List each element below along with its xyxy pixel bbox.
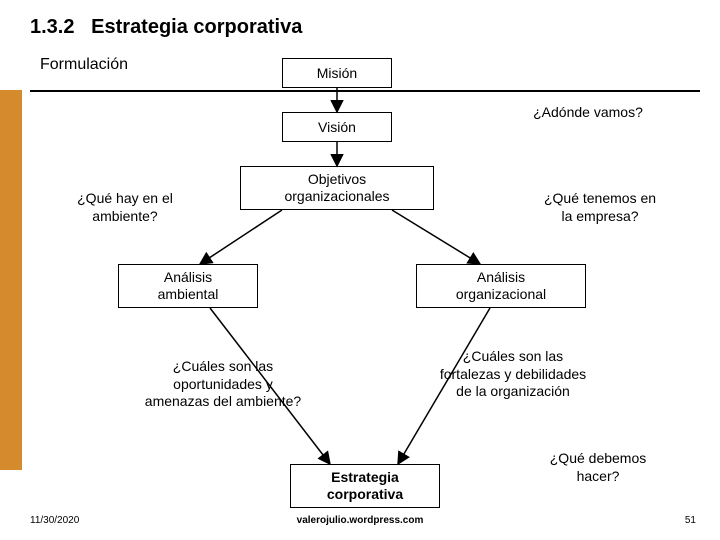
node-objetivos: Objetivosorganizacionales <box>240 166 434 210</box>
heading-number: 1.3.2 <box>30 16 74 38</box>
q-que-hacer: ¿Qué debemoshacer? <box>508 450 688 485</box>
node-estrategia: Estrategiacorporativa <box>290 464 440 508</box>
node-analisis-ambiental: Análisisambiental <box>118 264 258 308</box>
accent-stripe <box>0 90 22 470</box>
node-vision: Visión <box>282 112 392 142</box>
subtitle: Formulación <box>40 56 128 74</box>
q-cuales-org: ¿Cuáles son lasfortalezas y debilidadesd… <box>398 348 628 401</box>
heading-title: Estrategia corporativa <box>91 16 302 38</box>
q-adonde: ¿Adónde vamos? <box>488 104 688 122</box>
q-que-emp: ¿Qué tenemos enla empresa? <box>500 190 700 225</box>
footer-page: 51 <box>685 515 696 526</box>
node-analisis-organizacional: Análisisorganizacional <box>416 264 586 308</box>
title-rule <box>30 90 700 92</box>
page-title: 1.3.2 Estrategia corporativa <box>30 16 302 39</box>
q-que-amb: ¿Qué hay en elambiente? <box>40 190 210 225</box>
q-cuales-amb: ¿Cuáles son lasoportunidades yamenazas d… <box>108 358 338 411</box>
footer-source: valerojulio.wordpress.com <box>0 515 720 526</box>
slide: 1.3.2 Estrategia corporativa Formulación… <box>0 0 720 540</box>
node-mision: Misión <box>282 58 392 88</box>
